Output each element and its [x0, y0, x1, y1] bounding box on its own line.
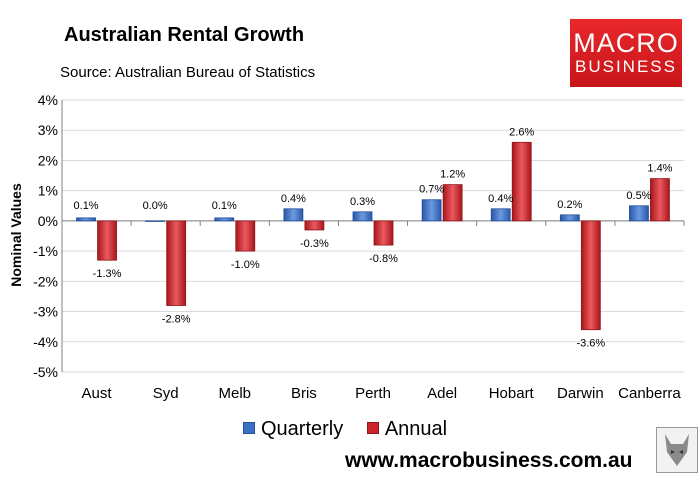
bar-annual-hobart: [511, 141, 532, 222]
bar-annual-adel: [442, 184, 463, 222]
y-tick-label: -3%: [33, 304, 58, 320]
logo-line-1: MACRO: [573, 28, 679, 58]
bar-quarterly-darwin: [559, 214, 580, 222]
bar-annual-bris: [304, 220, 325, 231]
legend-item-quarterly: Quarterly: [243, 418, 343, 441]
bar-quarterly-canberra: [629, 205, 649, 222]
legend-label-annual: Annual: [384, 418, 448, 440]
y-tick-label: 1%: [38, 183, 58, 199]
bar-annual-syd: [166, 220, 187, 306]
x-tick-label: Adel: [427, 385, 457, 402]
bar-quarterly-adel: [421, 199, 442, 222]
y-tick-label: 2%: [38, 152, 58, 168]
x-tick-label: Darwin: [557, 385, 604, 402]
chart-legend: Quarterly Annual: [243, 418, 465, 441]
data-label-quarterly: 0.1%: [74, 200, 99, 212]
data-label-quarterly: 0.0%: [143, 200, 168, 212]
data-label-quarterly: 0.5%: [626, 190, 651, 202]
y-tick-label: 4%: [38, 92, 58, 108]
label-layer: 0.1% -1.3% 0.0% -2.8% 0.1% -1.0% 0.4% -0.3% 0.3%…: [74, 126, 673, 349]
x-tick-label: Canberra: [618, 385, 681, 402]
chart-subtitle: Source: Australian Bureau of Statistics: [60, 64, 316, 81]
y-tick-label: 3%: [38, 122, 58, 138]
x-tick-label: Bris: [291, 385, 317, 402]
bar-quarterly-aust: [76, 217, 96, 222]
data-label-quarterly: 0.1%: [212, 200, 237, 212]
x-tick-label: Syd: [153, 385, 179, 402]
bar-annual-darwin: [580, 220, 601, 331]
bar-annual-aust: [97, 220, 117, 261]
data-label-annual: -3.6%: [576, 338, 605, 350]
data-label-annual: 2.6%: [509, 126, 534, 138]
x-tick-label: Hobart: [489, 385, 535, 402]
data-label-annual: -0.3%: [300, 238, 329, 250]
data-label-quarterly: 0.2%: [557, 199, 582, 211]
axis-layer: 4% 3% 2% 1% 0% -1% -2% -3% -4% -5% Aust Syd Melb Bris…: [33, 92, 685, 402]
x-tick-label: Perth: [355, 385, 391, 402]
bar-quarterly-hobart: [490, 208, 511, 222]
bar-annual-perth: [373, 220, 394, 246]
data-label-annual: 1.2%: [440, 169, 465, 181]
data-label-annual: -1.0%: [231, 259, 260, 271]
data-label-annual: 1.4%: [647, 163, 672, 175]
bar-annual-canberra: [650, 178, 670, 222]
legend-item-annual: Annual: [366, 418, 448, 441]
y-tick-label: -2%: [33, 273, 58, 289]
logo-line-2: BUSINESS: [575, 57, 677, 76]
bar-quarterly-bris: [283, 208, 304, 222]
legend-swatch-quarterly: [243, 422, 255, 434]
data-label-quarterly: 0.7%: [419, 184, 444, 196]
macrobusiness-logo: MACRO BUSINESS: [570, 19, 682, 87]
bar-layer: [76, 141, 670, 331]
bar-quarterly-syd: [145, 220, 166, 222]
bar-annual-melb: [235, 220, 256, 252]
data-label-quarterly: 0.3%: [350, 196, 375, 208]
data-label-annual: -0.8%: [369, 253, 398, 265]
wolf-icon: [656, 427, 698, 473]
bar-quarterly-perth: [352, 211, 373, 222]
x-tick-label: Aust: [82, 385, 113, 402]
y-tick-label: -5%: [33, 364, 58, 380]
data-label-quarterly: 0.4%: [488, 193, 513, 205]
data-label-annual: -2.8%: [162, 314, 191, 326]
y-tick-label: -4%: [33, 334, 58, 350]
grid-layer: [62, 99, 684, 373]
y-tick-label: 0%: [38, 213, 58, 229]
legend-label-quarterly: Quarterly: [261, 418, 344, 440]
bar-quarterly-melb: [214, 217, 235, 222]
footer-url: www.macrobusiness.com.au: [345, 449, 633, 472]
y-axis-label: Nominal Values: [8, 183, 24, 287]
legend-swatch-annual: [366, 422, 379, 434]
data-label-quarterly: 0.4%: [281, 193, 306, 205]
y-tick-label: -1%: [33, 243, 58, 259]
data-label-annual: -1.3%: [93, 268, 122, 280]
chart-title: Australian Rental Growth: [64, 24, 305, 46]
x-tick-label: Melb: [219, 385, 252, 402]
